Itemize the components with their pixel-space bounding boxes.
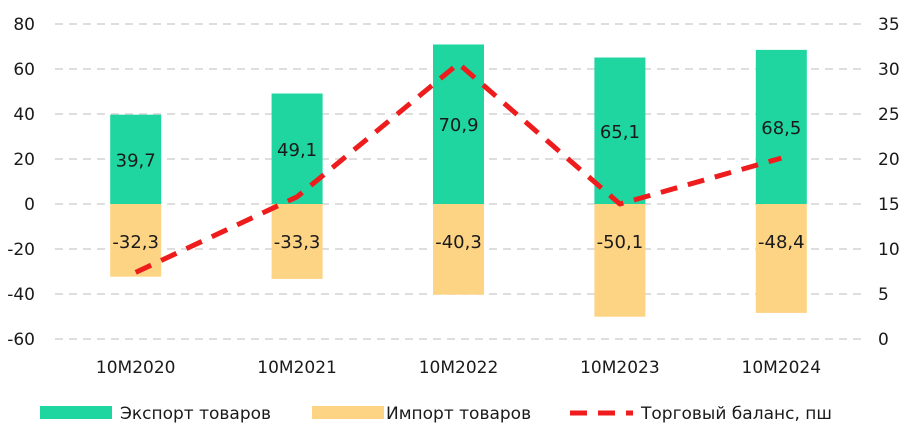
x-category-label: 10M2021 [257,358,337,378]
data-labels-layer: 39,7 49,1 70,9 65,1 68,5 -32,3 -33,3 -40,3 -50,1… [112,115,804,253]
y-right-tick-label: 0 [878,330,889,350]
y-right-tick-label: 25 [878,105,900,125]
export-data-label: 65,1 [600,122,640,143]
y-left-tick-label: -40 [7,285,35,305]
x-category-label: 10M2023 [580,358,660,378]
import-bar [110,204,162,277]
legend-swatch [312,406,384,419]
y-right-tick-label: 20 [878,150,900,170]
trade-balance-line [134,61,782,275]
x-category-label: 10M2022 [419,358,499,378]
import-data-label: -50,1 [597,232,644,253]
y-left-tick-label: -20 [7,240,35,260]
import-bar [271,204,323,279]
export-data-label: 39,7 [116,150,156,171]
legend-label: Экспорт товаров [120,404,271,424]
x-category-label: 10M2024 [742,358,822,378]
import-data-label: -32,3 [112,232,159,253]
axes-layer: 80 60 40 20 0 -20 -40 -60 35 30 25 20 15 10 5 0 10M2020 1… [7,15,899,378]
export-data-label: 70,9 [438,115,478,136]
y-right-tick-label: 10 [878,240,900,260]
export-bar [433,44,484,204]
legend-swatch [40,406,112,419]
legend-label: Импорт товаров [386,404,531,424]
legend: Экспорт товаров Импорт товаров Торговый ба… [40,404,832,424]
y-left-tick-label: 80 [13,15,35,35]
import-data-label: -33,3 [274,232,321,253]
import-bar [433,204,484,295]
x-category-label: 10M2020 [96,358,176,378]
y-right-tick-label: 15 [878,195,900,215]
bars-layer [110,44,807,317]
import-bar [594,204,646,317]
y-right-tick-label: 5 [878,285,889,305]
export-data-label: 49,1 [277,140,317,161]
y-left-tick-label: 40 [13,105,35,125]
export-bar [110,114,162,204]
import-bar [755,204,807,313]
export-bar [594,57,646,205]
export-data-label: 68,5 [761,118,801,139]
y-left-tick-label: -60 [7,330,35,350]
import-data-label: -48,4 [758,232,805,253]
y-left-tick-label: 20 [13,150,35,170]
legend-label: Торговый баланс, пш [640,404,832,424]
y-left-tick-label: 0 [24,195,35,215]
y-left-tick-label: 60 [13,60,35,80]
import-data-label: -40,3 [435,232,482,253]
balance-line-layer [134,61,782,275]
gridlines [55,23,862,340]
y-right-tick-label: 35 [878,15,900,35]
export-bar [755,49,807,204]
y-right-tick-label: 30 [878,60,900,80]
